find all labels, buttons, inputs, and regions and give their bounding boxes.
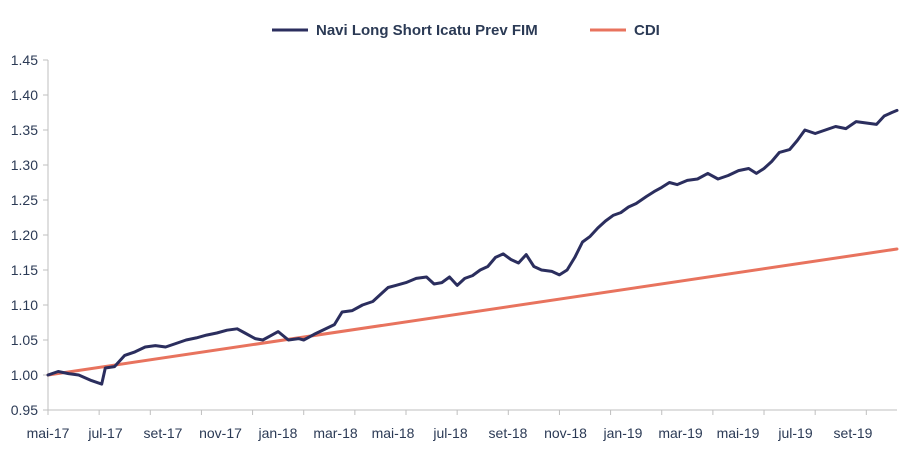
x-tick-label: jan-18 [258,425,298,441]
x-axis: mai-17 jul-17 set-17 nov-17 jan-18 mar-18 mai-… [27,409,897,441]
series-layer [46,108,899,386]
x-tick-label: set-17 [144,425,183,441]
y-tick-label: 1.25 [11,192,38,208]
x-tick-label: nov-18 [544,425,587,441]
x-tick-label: set-18 [489,425,528,441]
y-tick-label: 1.00 [11,367,38,383]
legend: Navi Long Short Icatu Prev FIM CDI [272,22,660,39]
series-line-navi [46,108,899,386]
x-tick-label: nov-17 [199,425,242,441]
legend-label-navi: Navi Long Short Icatu Prev FIM [316,22,538,39]
x-tick-label: mar-19 [658,425,703,441]
y-tick-label: 1.35 [11,122,38,138]
y-tick-label: 1.05 [11,332,38,348]
y-tick-label: 1.15 [11,262,38,278]
x-tick-label: jul-18 [432,425,467,441]
x-tick-label: jul-17 [87,425,122,441]
y-tick-label: 1.10 [11,297,38,313]
y-tick-label: 1.30 [11,157,38,173]
x-tick-label: mai-17 [27,425,70,441]
y-tick-label: 0.95 [11,402,38,418]
y-tick-label: 1.40 [11,87,38,103]
y-tick-label: 1.45 [11,52,38,68]
x-tick-label: mai-19 [717,425,760,441]
series-line-cdi [46,247,899,377]
x-tick-label: jan-19 [603,425,643,441]
y-tick-label: 1.20 [11,227,38,243]
y-axis: 0.95 1.00 1.05 1.10 1.15 1.20 1.25 1.30 1.35 1.40… [11,52,49,418]
x-tick-label: jul-19 [777,425,812,441]
legend-label-cdi: CDI [634,22,660,39]
x-tick-label: mar-18 [313,425,358,441]
x-tick-label: mai-18 [372,425,415,441]
x-tick-label: set-19 [834,425,873,441]
